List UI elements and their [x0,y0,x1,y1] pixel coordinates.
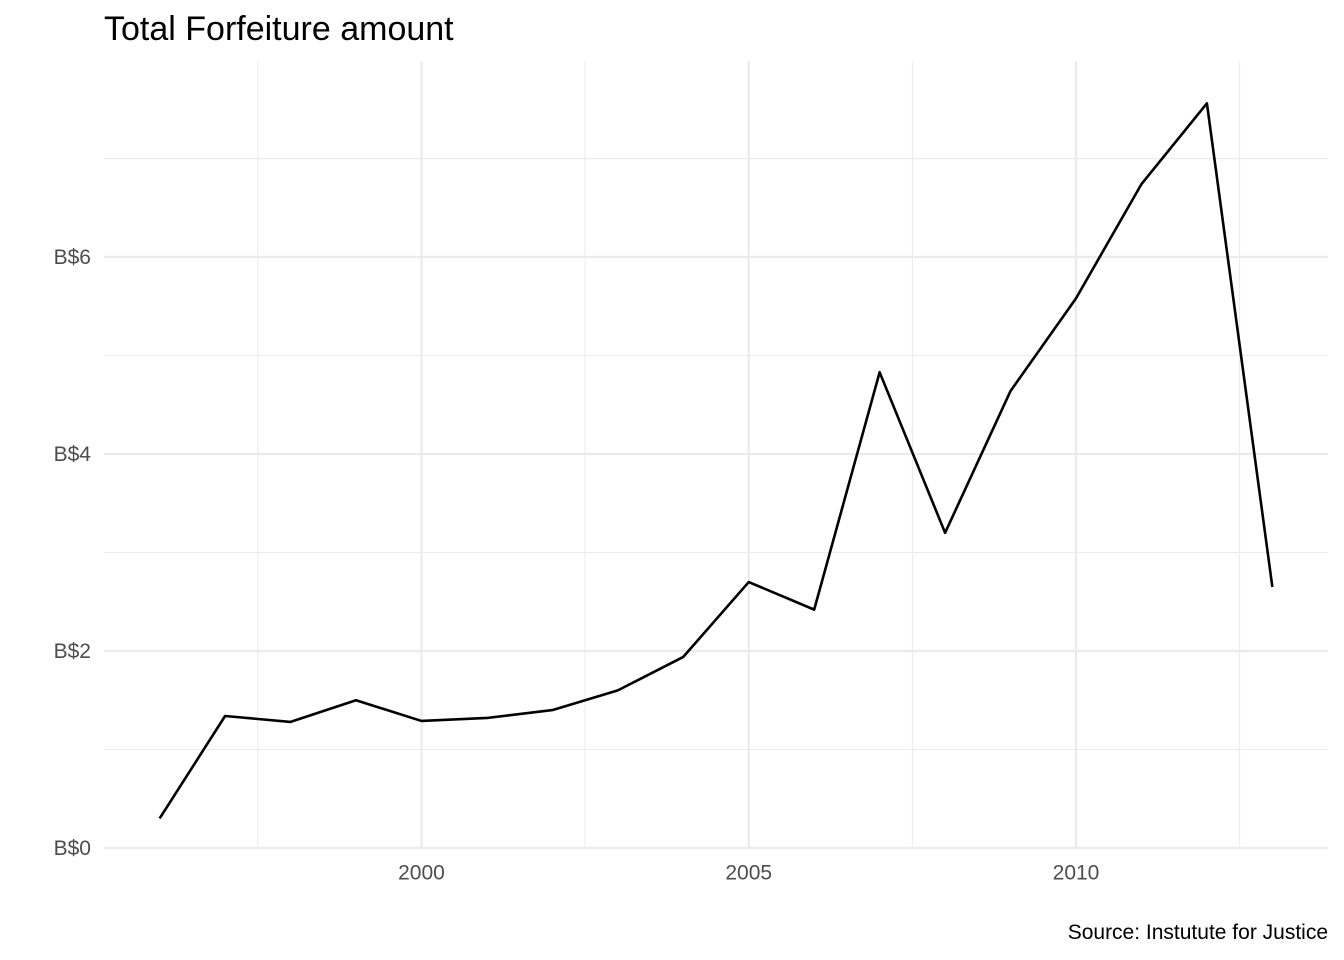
chart-caption: Source: Instutute for Justice [1068,921,1328,944]
y-tick-label: B$4 [54,443,92,466]
chart-title: Total Forfeiture amount [104,10,454,48]
tick-labels: B$0 B$2 B$4 B$6 2000 2005 2010 [54,246,1100,884]
y-tick-label: B$6 [54,246,91,269]
y-tick-label: B$2 [54,640,91,663]
series-line-0 [158,102,1274,820]
series-layer [158,102,1274,820]
y-tick-label: B$0 [54,837,91,860]
x-tick-label: 2010 [1053,861,1100,884]
gridlines [104,61,1328,850]
x-tick-label: 2005 [725,861,772,884]
x-tick-label: 2000 [398,861,445,884]
